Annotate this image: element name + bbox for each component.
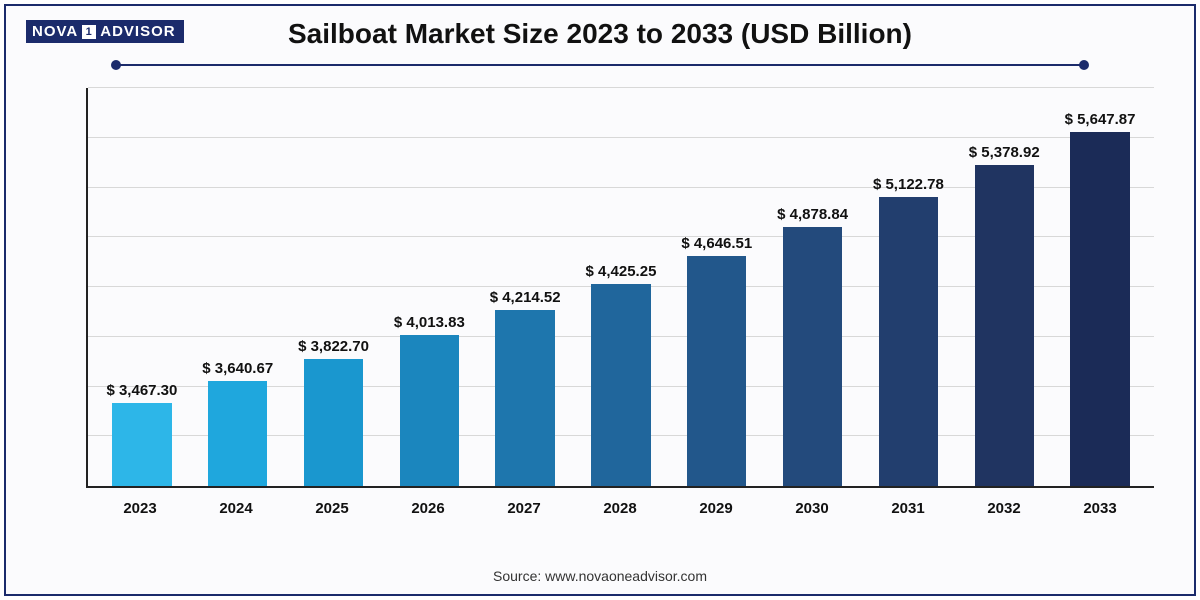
bar [591, 284, 650, 486]
x-tick-label: 2028 [572, 490, 668, 524]
divider-dot-left [111, 60, 121, 70]
bar-slot: $ 4,878.84 [765, 88, 861, 486]
bar-slot: $ 3,640.67 [190, 88, 286, 486]
bar-value-label: $ 3,467.30 [106, 382, 177, 399]
bar-slot: $ 4,013.83 [381, 88, 477, 486]
bar-value-label: $ 4,646.51 [681, 235, 752, 252]
bar-slot: $ 4,214.52 [477, 88, 573, 486]
source-text: Source: www.novaoneadvisor.com [6, 568, 1194, 584]
bar-slot: $ 4,646.51 [669, 88, 765, 486]
chart-area: $ 3,467.30 $ 3,640.67 $ 3,822.70 $ 4,013.83… [86, 88, 1154, 524]
x-tick-label: 2023 [92, 490, 188, 524]
bar-value-label: $ 4,425.25 [586, 263, 657, 280]
bar-value-label: $ 5,378.92 [969, 144, 1040, 161]
bar-value-label: $ 4,013.83 [394, 314, 465, 331]
title-divider [116, 60, 1084, 70]
bar-value-label: $ 4,214.52 [490, 289, 561, 306]
x-tick-label: 2030 [764, 490, 860, 524]
chart-title: Sailboat Market Size 2023 to 2033 (USD B… [6, 18, 1194, 50]
x-tick-label: 2033 [1052, 490, 1148, 524]
x-tick-label: 2029 [668, 490, 764, 524]
x-axis: 2023202420252026202720282029203020312032… [86, 490, 1154, 524]
bar [975, 165, 1034, 486]
x-tick-label: 2027 [476, 490, 572, 524]
x-tick-label: 2026 [380, 490, 476, 524]
bar-value-label: $ 5,647.87 [1065, 111, 1136, 128]
chart-frame: NOVA 1 ADVISOR Sailboat Market Size 2023… [4, 4, 1196, 596]
bar [687, 256, 746, 486]
bar-value-label: $ 3,822.70 [298, 338, 369, 355]
bar [495, 310, 554, 486]
x-tick-label: 2025 [284, 490, 380, 524]
bar-slot: $ 4,425.25 [573, 88, 669, 486]
bar-slot: $ 5,122.78 [861, 88, 957, 486]
bar-slot: $ 5,378.92 [956, 88, 1052, 486]
divider-dot-right [1079, 60, 1089, 70]
bar-value-label: $ 5,122.78 [873, 176, 944, 193]
bar [879, 197, 938, 486]
bar [304, 359, 363, 486]
bars-container: $ 3,467.30 $ 3,640.67 $ 3,822.70 $ 4,013.83… [88, 88, 1154, 486]
bar-slot: $ 3,467.30 [94, 88, 190, 486]
x-tick-label: 2031 [860, 490, 956, 524]
bar [112, 403, 171, 486]
bar [783, 227, 842, 486]
bar [400, 335, 459, 486]
plot-region: $ 3,467.30 $ 3,640.67 $ 3,822.70 $ 4,013.83… [86, 88, 1154, 488]
bar-value-label: $ 3,640.67 [202, 360, 273, 377]
bar-value-label: $ 4,878.84 [777, 206, 848, 223]
divider-line [116, 64, 1084, 66]
bar-slot: $ 3,822.70 [286, 88, 382, 486]
x-tick-label: 2024 [188, 490, 284, 524]
bar-slot: $ 5,647.87 [1052, 88, 1148, 486]
bar [208, 381, 267, 486]
x-tick-label: 2032 [956, 490, 1052, 524]
bar [1070, 132, 1129, 486]
